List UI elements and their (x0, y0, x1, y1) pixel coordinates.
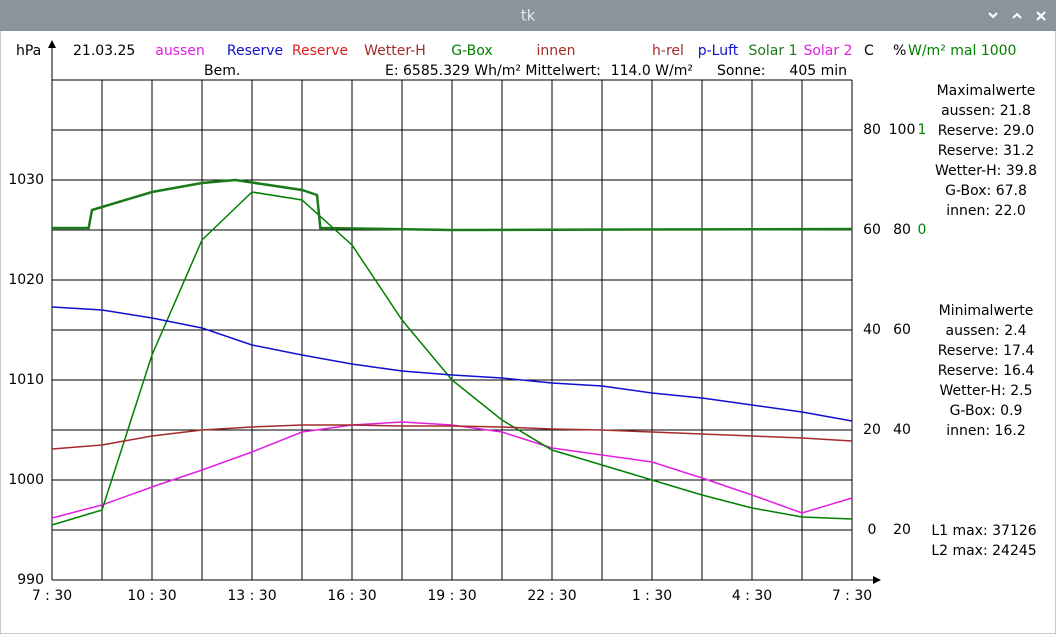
y-axis-title: hPa (16, 43, 41, 59)
total: L1 max: 37126 (931, 523, 1036, 539)
y2-tick-label: 60 (863, 222, 881, 238)
maximize-button[interactable] (1012, 12, 1022, 19)
sun: 405 min (789, 63, 847, 79)
remark: Bem. (204, 63, 240, 79)
y2-tick-label: 80 (863, 122, 881, 138)
y-tick-label: 990 (17, 572, 44, 588)
legend-entry: h-rel (652, 43, 684, 59)
energy: E: 6585.329 Wh/m² Mittelwert: (385, 63, 601, 79)
y2-tick-label: 40 (863, 322, 881, 338)
min-value: Wetter-H: 2.5 (939, 383, 1032, 399)
y2-axis-title: C (864, 43, 874, 59)
y4-axis-title: W/m² mal 1000 (908, 43, 1016, 59)
x-tick-label: 7 : 30 (832, 588, 872, 604)
x-tick-label: 1 : 30 (632, 588, 672, 604)
legend-entry: G-Box (451, 43, 492, 59)
x-axis-arrow (873, 576, 881, 584)
min-title: Minimalwerte (939, 303, 1034, 319)
y4-tick-label: 0 (918, 222, 927, 238)
max-value: innen: 22.0 (946, 203, 1025, 219)
legend-entry: aussen (155, 43, 205, 59)
max-value: Reserve: 31.2 (938, 143, 1035, 159)
x-tick-label: 16 : 30 (327, 588, 376, 604)
min-value: aussen: 2.4 (946, 323, 1027, 339)
window-title: tk (521, 7, 536, 25)
legend-entry: p-Luft (698, 43, 739, 59)
min-value: innen: 16.2 (946, 423, 1025, 439)
legend-entry: Reserve (227, 43, 283, 59)
legend-entry: Solar 2 (803, 43, 852, 59)
y3-tick-label: 100 (889, 122, 916, 138)
y3-axis-title: % (893, 43, 906, 59)
max-value: Wetter-H: 39.8 (935, 163, 1037, 179)
date: 21.03.25 (73, 43, 135, 59)
min-value: G-Box: 0.9 (950, 403, 1023, 419)
mean: 114.0 W/m² (611, 63, 693, 79)
x-tick-label: 4 : 30 (732, 588, 772, 604)
series-line (52, 178, 853, 232)
x-tick-label: 7 : 30 (32, 588, 72, 604)
x-tick-label: 19 : 30 (427, 588, 476, 604)
y4-tick-label: 1 (918, 122, 927, 138)
x-tick-label: 10 : 30 (127, 588, 176, 604)
y2-tick-label: 0 (868, 522, 877, 538)
y-tick-label: 1000 (8, 472, 44, 488)
series-line (51, 191, 853, 526)
sun-label: Sonne: (717, 63, 766, 79)
max-value: aussen: 21.8 (941, 103, 1031, 119)
max-title: Maximalwerte (937, 83, 1036, 99)
y-tick-label: 1020 (8, 272, 44, 288)
y-tick-label: 1030 (8, 172, 44, 188)
y-tick-label: 1010 (8, 372, 44, 388)
legend-entry: innen (536, 43, 575, 59)
y3-tick-label: 60 (893, 322, 911, 338)
min-value: Reserve: 17.4 (938, 343, 1035, 359)
y3-tick-label: 20 (893, 522, 911, 538)
legend-entry: Solar 1 (748, 43, 797, 59)
x-tick-label: 13 : 30 (227, 588, 276, 604)
y2-tick-label: 20 (863, 422, 881, 438)
y-axis-arrow (48, 40, 56, 48)
close-button[interactable] (1036, 11, 1046, 21)
y3-tick-label: 40 (893, 422, 911, 438)
legend-entry: Wetter-H (364, 43, 426, 59)
x-tick-label: 22 : 30 (527, 588, 576, 604)
max-value: G-Box: 67.8 (945, 183, 1027, 199)
series-line (51, 424, 853, 450)
total: L2 max: 24245 (931, 543, 1036, 559)
min-value: Reserve: 16.4 (938, 363, 1035, 379)
series-line (51, 306, 853, 422)
minimize-button[interactable] (988, 12, 998, 19)
y3-tick-label: 80 (893, 222, 911, 238)
legend-entry: Reserve (292, 43, 348, 59)
max-value: Reserve: 29.0 (938, 123, 1035, 139)
title-bar (0, 0, 1056, 31)
series-line (51, 421, 853, 519)
